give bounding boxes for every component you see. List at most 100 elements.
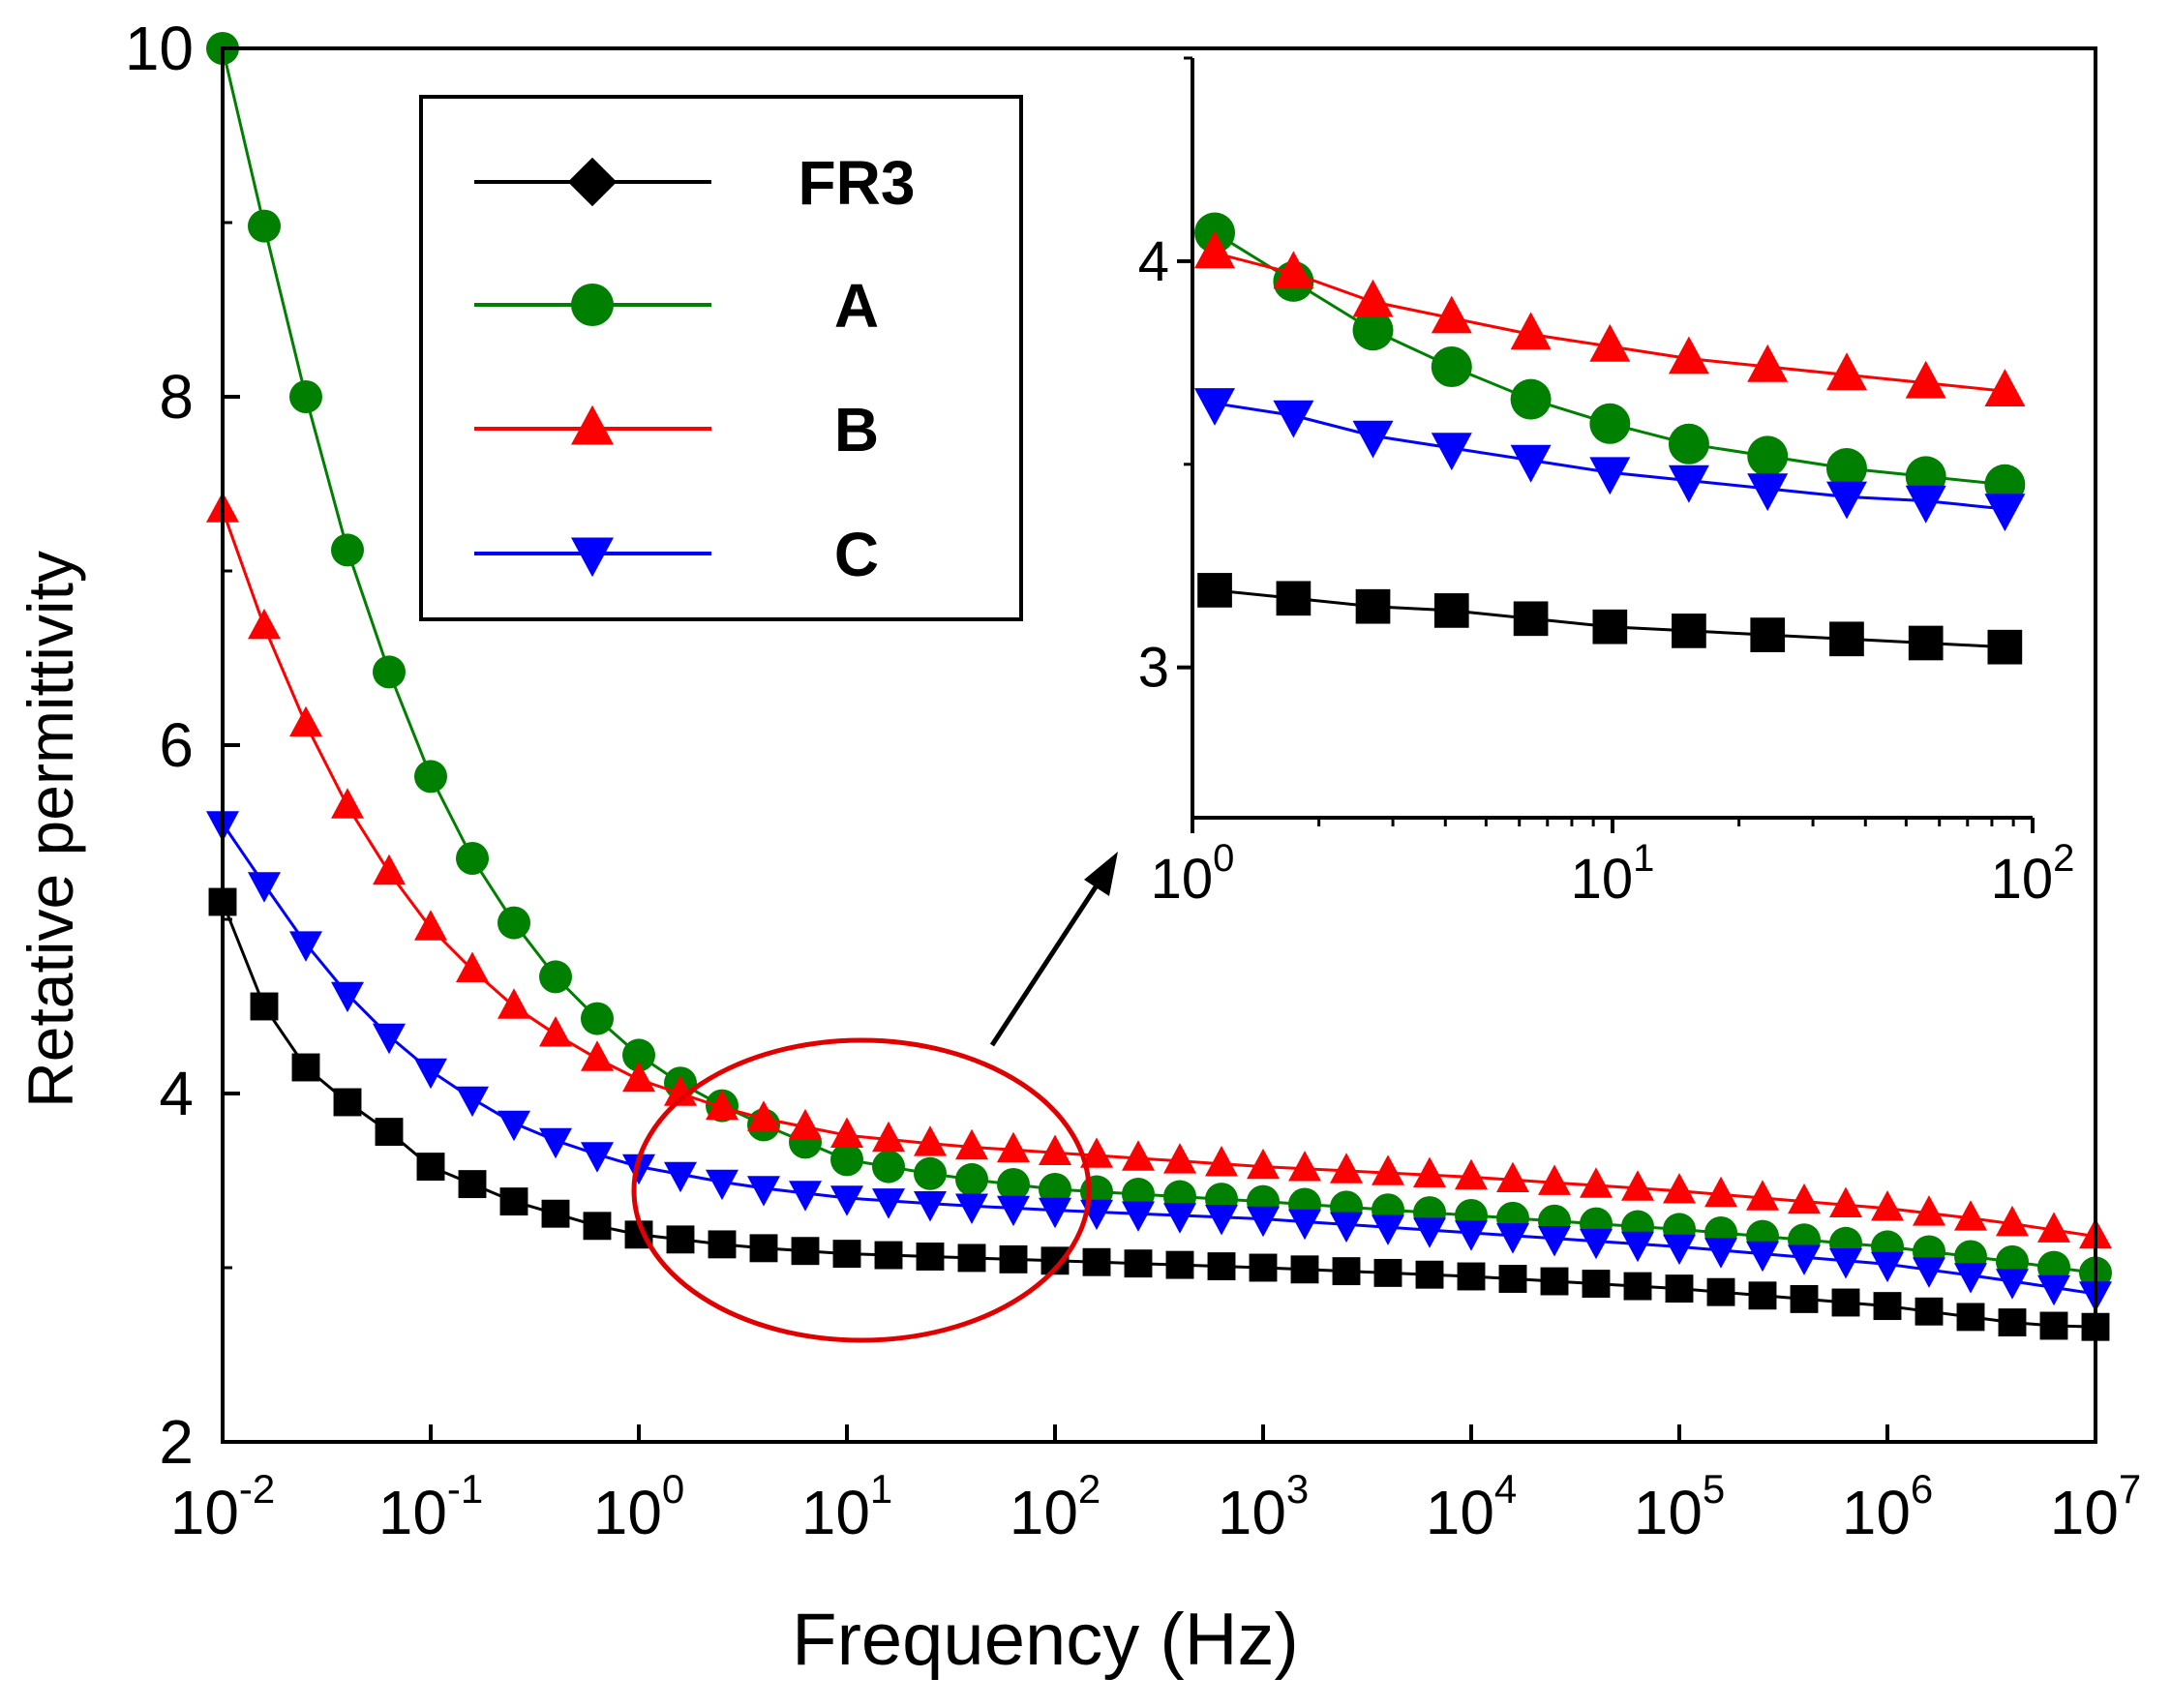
y-tick-label: 6: [159, 710, 194, 780]
inset-series-fr3: [1197, 573, 2023, 665]
inset-data-point: [1984, 369, 2026, 406]
data-point: [1913, 1257, 1945, 1288]
data-point: [289, 380, 322, 413]
data-point: [331, 788, 364, 819]
data-point: [1582, 1270, 1611, 1299]
legend-item-c: C: [474, 520, 879, 589]
data-point: [622, 1038, 655, 1072]
data-point: [1956, 1303, 1985, 1332]
data-point: [747, 1100, 780, 1131]
data-point: [1704, 1238, 1737, 1269]
data-point: [1080, 1137, 1113, 1168]
data-point: [1330, 1212, 1363, 1244]
inset-data-point: [1987, 629, 2023, 665]
inset-data-point: [1433, 593, 1469, 628]
data-point: [830, 1117, 863, 1148]
data-point: [539, 960, 572, 994]
data-point: [1873, 1292, 1902, 1321]
zoom-arrow-head: [1084, 852, 1118, 896]
x-tick-label: 10-1: [378, 1466, 484, 1547]
inset-data-point: [1431, 346, 1472, 388]
data-point: [1540, 1267, 1569, 1296]
data-point: [248, 608, 281, 640]
data-point: [1332, 1257, 1361, 1286]
legend: FR3 ABC: [419, 95, 1023, 621]
inset-data-point: [1905, 485, 1946, 524]
inset-data-point: [1826, 481, 1867, 520]
data-point: [331, 533, 364, 567]
inset-plot: 3 4 100 101 102: [1138, 56, 2074, 911]
data-point: [414, 910, 447, 941]
data-point: [1205, 1146, 1238, 1177]
inset-data-point: [1194, 388, 1235, 426]
inset-data-point: [1431, 295, 1472, 334]
data-point: [1122, 1140, 1155, 1171]
data-point: [2037, 1274, 2070, 1306]
data-point: [456, 1086, 489, 1118]
data-point: [291, 1053, 320, 1082]
data-point: [830, 1185, 863, 1216]
data-point: [289, 705, 322, 737]
data-point: [499, 1187, 528, 1216]
data-point: [1082, 1247, 1111, 1276]
data-point: [1330, 1153, 1363, 1184]
inset-data-point: [1589, 457, 1631, 495]
data-point: [789, 1108, 822, 1140]
x-tick-label: 102: [1010, 1466, 1101, 1547]
inset-data-point: [1352, 279, 1394, 317]
data-point: [414, 760, 447, 794]
x-tick-label: 107: [2050, 1466, 2142, 1547]
x-tick-label: 105: [1634, 1466, 1726, 1547]
data-point: [539, 1016, 572, 1047]
data-point: [581, 1142, 614, 1173]
y-tick-label: 4: [159, 1059, 194, 1128]
inset-data-point: [1194, 230, 1235, 269]
data-point: [957, 1244, 986, 1273]
inset-data-point: [1352, 310, 1394, 351]
data-point: [1788, 1244, 1821, 1275]
data-point: [1746, 1241, 1779, 1273]
data-point: [1831, 1288, 1860, 1317]
inset-data-point: [1352, 420, 1394, 459]
data-point: [872, 1150, 905, 1184]
data-point: [914, 1191, 947, 1222]
data-point: [1247, 1148, 1280, 1180]
inset-data-point: [1510, 312, 1552, 350]
data-point: [664, 1075, 697, 1106]
data-point: [1373, 1258, 1402, 1287]
data-point: [1706, 1277, 1735, 1306]
inset-data-point: [1513, 601, 1549, 637]
data-point: [498, 1110, 530, 1142]
inset-data-point: [1747, 473, 1789, 512]
data-point: [1665, 1274, 1694, 1303]
data-point: [289, 931, 322, 962]
data-point: [1039, 1173, 1071, 1206]
data-point: [1122, 1201, 1155, 1232]
data-point: [250, 992, 279, 1021]
highlight-ellipse: [631, 1037, 1092, 1343]
data-point: [1165, 1250, 1194, 1279]
data-point: [1871, 1251, 1904, 1283]
inset-x-tick-label: 101: [1571, 837, 1655, 911]
legend-label: C: [834, 520, 879, 589]
main-axis-ticks: 2 4 6 8 10 10-2 10-1 100 101 102 103 104 105 106 107: [125, 14, 2141, 1547]
data-point: [1704, 1176, 1737, 1208]
data-point: [955, 1162, 988, 1196]
data-point: [916, 1243, 945, 1271]
inset-data-point: [1668, 423, 1709, 464]
data-point: [1829, 1248, 1862, 1279]
data-point: [1207, 1252, 1236, 1281]
data-point: [999, 1244, 1028, 1274]
inset-data-point: [1273, 400, 1314, 438]
data-point: [872, 1121, 905, 1153]
data-point: [1871, 1190, 1904, 1221]
inset-axis-ticks: 3 4 100 101 102: [1138, 56, 2074, 911]
inset-data-point: [1826, 352, 1867, 391]
y-axis-title: Retative permittivity: [15, 551, 86, 1108]
data-point: [541, 1199, 570, 1228]
series-line-c: [221, 823, 2096, 1296]
legend-marker: [567, 157, 618, 207]
inset-data-point: [1825, 447, 1867, 489]
data-point: [1163, 1203, 1196, 1234]
data-point: [832, 1240, 861, 1269]
